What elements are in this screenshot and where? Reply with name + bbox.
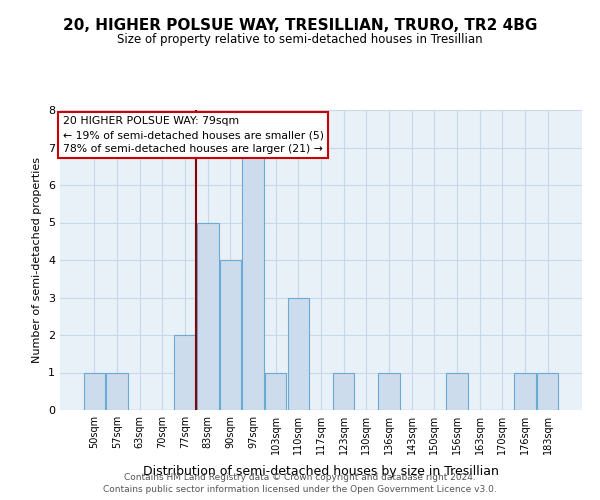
Bar bbox=[106, 372, 128, 410]
Bar bbox=[84, 372, 105, 410]
Bar bbox=[378, 372, 400, 410]
Text: 20 HIGHER POLSUE WAY: 79sqm
← 19% of semi-detached houses are smaller (5)
78% of: 20 HIGHER POLSUE WAY: 79sqm ← 19% of sem… bbox=[62, 116, 323, 154]
Bar bbox=[446, 372, 467, 410]
Bar bbox=[287, 298, 309, 410]
Bar bbox=[265, 372, 286, 410]
Bar bbox=[537, 372, 558, 410]
Bar bbox=[175, 335, 196, 410]
Bar bbox=[220, 260, 241, 410]
X-axis label: Distribution of semi-detached houses by size in Tresillian: Distribution of semi-detached houses by … bbox=[143, 465, 499, 478]
Bar bbox=[333, 372, 355, 410]
Bar bbox=[197, 222, 218, 410]
Bar bbox=[242, 148, 264, 410]
Text: Size of property relative to semi-detached houses in Tresillian: Size of property relative to semi-detach… bbox=[117, 32, 483, 46]
Text: 20, HIGHER POLSUE WAY, TRESILLIAN, TRURO, TR2 4BG: 20, HIGHER POLSUE WAY, TRESILLIAN, TRURO… bbox=[63, 18, 537, 32]
Text: Contains public sector information licensed under the Open Government Licence v3: Contains public sector information licen… bbox=[103, 485, 497, 494]
Y-axis label: Number of semi-detached properties: Number of semi-detached properties bbox=[32, 157, 43, 363]
Bar bbox=[514, 372, 536, 410]
Text: Contains HM Land Registry data © Crown copyright and database right 2024.: Contains HM Land Registry data © Crown c… bbox=[124, 472, 476, 482]
